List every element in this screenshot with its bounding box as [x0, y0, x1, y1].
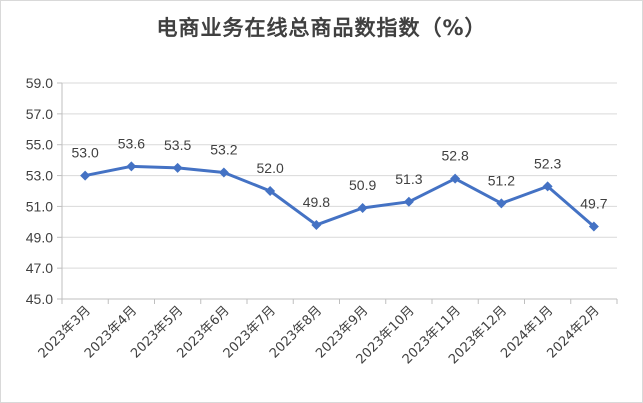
data-point: [542, 181, 553, 192]
y-tick-label: 49.0: [26, 229, 53, 245]
y-tick-label: 53.0: [26, 168, 53, 184]
data-labels: 53.0 53.6 53.5 53.2 52.0 49.8 50.9 51.3 52.8 51.2…: [72, 135, 608, 211]
data-label: 51.3: [395, 171, 422, 187]
series-group: [80, 161, 599, 232]
data-point: [80, 170, 91, 181]
data-label: 50.9: [349, 177, 376, 193]
gridlines: [62, 82, 617, 300]
data-label: 53.2: [210, 141, 237, 157]
data-label: 52.8: [442, 148, 469, 164]
series-line: [84, 164, 595, 228]
data-label: 52.0: [257, 160, 284, 176]
y-tick-label: 51.0: [26, 198, 53, 214]
data-point: [265, 186, 276, 196]
data-point: [403, 196, 414, 207]
data-point: [588, 221, 599, 232]
data-label: 49.8: [303, 194, 330, 210]
data-label: 49.7: [580, 195, 607, 211]
y-tick-label: 45.0: [26, 291, 53, 307]
data-label: 52.3: [534, 155, 561, 171]
y-axis: 45.0 47.0 49.0 51.0 53.0 55.0 57.0 59.0: [26, 75, 63, 307]
data-point: [496, 198, 507, 209]
data-label: 53.0: [72, 145, 99, 161]
data-point: [357, 202, 368, 213]
data-label: 53.6: [118, 135, 145, 151]
data-point: [450, 173, 461, 184]
y-tick-label: 57.0: [26, 106, 53, 122]
data-point: [311, 219, 322, 230]
data-point: [126, 161, 137, 172]
y-tick-label: 47.0: [26, 260, 53, 276]
y-tick-label: 59.0: [26, 75, 53, 91]
x-axis: 2023年3月2023年4月2023年5月2023年6月2023年7月2023年…: [36, 298, 618, 367]
chart-title: 电商业务在线总商品数指数（%）: [156, 16, 487, 40]
data-point: [172, 162, 183, 173]
data-point: [218, 167, 229, 178]
data-label: 53.5: [164, 137, 191, 153]
y-tick-label: 55.0: [26, 137, 53, 153]
data-label: 51.2: [488, 172, 515, 188]
